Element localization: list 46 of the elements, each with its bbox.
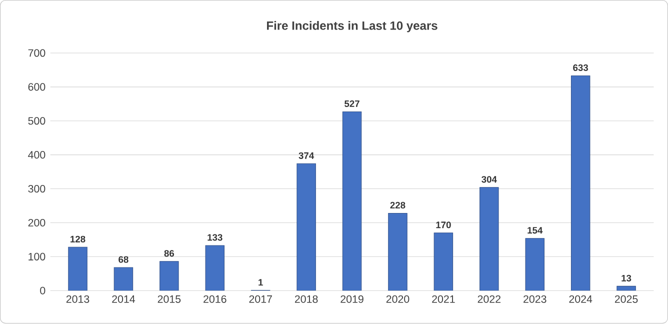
- data-label: 13: [622, 275, 632, 282]
- data-label: 304: [482, 176, 497, 183]
- bar: [342, 112, 362, 291]
- x-tick-label: 2014: [112, 296, 136, 304]
- data-label: 228: [390, 202, 406, 209]
- bar: [525, 238, 544, 291]
- data-label: 128: [70, 236, 86, 243]
- x-tick-label: 2017: [249, 296, 272, 304]
- x-tick-label: 2016: [204, 296, 226, 304]
- data-label: 170: [436, 222, 451, 228]
- bar: [296, 164, 316, 291]
- x-tick-label: 2022: [478, 296, 500, 304]
- data-label: 86: [164, 250, 174, 257]
- x-tick-label: 2013: [66, 296, 90, 304]
- x-tick-label: 2018: [294, 296, 318, 304]
- bar: [160, 261, 179, 291]
- y-tick-label: 200: [28, 219, 46, 227]
- y-tick-label: 700: [28, 49, 46, 57]
- data-label: 374: [298, 152, 314, 160]
- x-tick-label: 2021: [432, 296, 455, 304]
- y-tick-label: 500: [28, 117, 46, 125]
- x-tick-label: 2020: [386, 296, 410, 304]
- data-label: 527: [344, 100, 360, 108]
- y-tick-label: 100: [28, 253, 46, 261]
- bar: [388, 213, 408, 291]
- x-tick-label: 2024: [569, 296, 592, 304]
- bar: [68, 247, 88, 291]
- y-tick-label: 400: [28, 151, 46, 159]
- data-label: 68: [118, 256, 128, 264]
- data-label: 633: [573, 64, 588, 72]
- chart-title: Fire Incidents in Last 10 years: [267, 21, 438, 32]
- x-tick-label: 2025: [614, 296, 638, 304]
- bar: [205, 245, 225, 291]
- x-tick-label: 2015: [158, 296, 181, 304]
- x-tick-label: 2023: [524, 296, 546, 304]
- y-tick-label: 600: [28, 83, 46, 91]
- bar: [434, 232, 454, 291]
- y-tick-label: 300: [28, 185, 46, 193]
- y-tick-label: 0: [40, 287, 46, 295]
- bar: [570, 76, 590, 291]
- data-label: 154: [528, 227, 543, 234]
- bar: [480, 187, 499, 291]
- data-label: 133: [208, 234, 222, 241]
- bar: [114, 267, 134, 291]
- x-tick-label: 2019: [340, 296, 364, 304]
- data-label: 1: [258, 279, 263, 286]
